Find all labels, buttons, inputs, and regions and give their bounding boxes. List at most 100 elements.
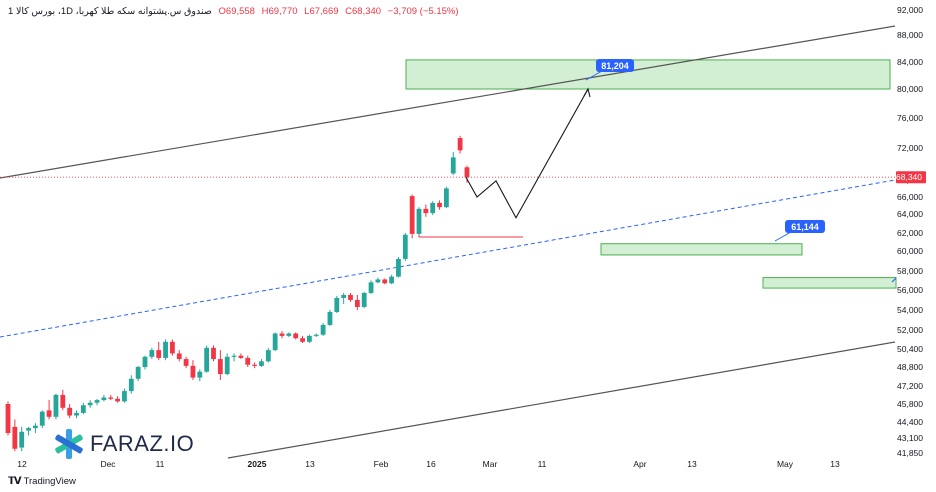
candle-body — [307, 335, 312, 342]
candle-body — [53, 394, 59, 417]
candle — [19, 426, 25, 452]
candle-body — [190, 365, 196, 378]
candle-body — [197, 371, 203, 378]
price-zones — [405, 59, 897, 289]
target-callout-label: 81,204 — [601, 61, 629, 71]
candle-body — [149, 350, 155, 357]
candle — [320, 322, 326, 336]
candle-body — [122, 391, 127, 402]
candle-body — [457, 138, 463, 151]
candle-body — [142, 356, 148, 367]
candle — [430, 201, 436, 215]
candle — [437, 200, 442, 210]
candle-body — [211, 347, 216, 360]
candle — [252, 362, 257, 369]
brand-name[interactable]: TradingView — [23, 476, 76, 487]
candle — [163, 339, 168, 361]
price-tick-label: 54,000 — [897, 305, 923, 315]
candle-body — [389, 276, 394, 284]
candle — [348, 292, 353, 302]
candle — [204, 345, 210, 373]
candle — [224, 353, 230, 376]
candle — [128, 375, 134, 394]
candle — [217, 350, 223, 380]
candle-body — [33, 425, 38, 429]
candle — [53, 393, 59, 420]
candle — [87, 400, 93, 408]
candle — [46, 400, 52, 420]
candle — [423, 204, 429, 217]
faraz-watermark: FARAZ.IO — [52, 427, 194, 461]
support-callout: 61,144 — [774, 220, 825, 242]
symbol-title[interactable]: صندوق س.پشتوانه سکه طلا کهربا، 1D، بورس … — [15, 6, 212, 17]
candle — [197, 369, 203, 382]
candle-body — [437, 202, 442, 208]
price-tick-label: 41,850 — [897, 448, 923, 458]
price-tick-label: 45,800 — [897, 399, 923, 409]
price-tick-label: 44,400 — [897, 417, 923, 427]
price-tick-label: 64,000 — [897, 209, 923, 219]
candle-body — [313, 334, 319, 336]
candle-body — [80, 405, 86, 413]
support-callout-box — [785, 220, 825, 233]
candle-body — [135, 367, 141, 379]
price-tick-label: 43,100 — [897, 433, 923, 443]
candle — [122, 388, 127, 403]
candle — [307, 334, 312, 343]
candle — [156, 341, 162, 361]
candle — [286, 332, 292, 338]
time-tick-label: 2025 — [248, 459, 267, 469]
candle-body — [67, 407, 73, 416]
price-tick-label: 76,000 — [897, 113, 923, 123]
candle-body — [39, 411, 45, 426]
candle-body — [279, 333, 285, 336]
tradingview-logo-icon[interactable]: 𝗧𝗩 — [8, 476, 22, 487]
candle — [279, 331, 285, 339]
time-tick-label: 16 — [426, 459, 436, 469]
channel-upper-line — [0, 25, 896, 179]
candle — [67, 404, 73, 419]
price-tick-label: 62,000 — [897, 228, 923, 238]
candle-body — [286, 333, 292, 336]
candle-body — [87, 402, 93, 406]
candle — [245, 355, 251, 367]
candle — [409, 194, 415, 239]
candle-body — [382, 279, 388, 284]
candle-body — [396, 258, 401, 277]
candle — [183, 356, 189, 369]
candle — [176, 350, 182, 362]
price-tick-label: 80,000 — [897, 84, 923, 94]
candle — [101, 394, 107, 402]
candle-body — [156, 350, 162, 358]
candle — [368, 280, 374, 294]
candle — [33, 423, 38, 434]
candle-body — [402, 234, 408, 259]
candle — [115, 396, 120, 403]
time-axis[interactable]: 12 Dec 11 2025 13 Feb 16 Mar 11 Apr 13 May 13 — [17, 459, 840, 469]
candle — [74, 410, 79, 419]
projection-arrowhead — [583, 87, 591, 98]
candle-body — [46, 410, 52, 417]
candle-body — [94, 400, 100, 403]
time-tick-label: 13 — [687, 459, 697, 469]
candle — [450, 151, 456, 176]
candle — [26, 426, 31, 436]
candle-body — [128, 378, 134, 392]
candle — [313, 333, 319, 338]
candle-body — [108, 397, 114, 399]
candle-body — [354, 299, 360, 307]
candle — [389, 274, 394, 285]
chart-header: 1 صندوق س.پشتوانه سکه طلا کهربا، 1D، بور… — [8, 6, 459, 17]
candle — [265, 347, 271, 363]
candle-body — [265, 350, 271, 362]
footer: 𝗧𝗩 TradingView — [8, 476, 76, 487]
current-price-tag-label: 68,340 — [896, 172, 922, 182]
time-tick-label: 11 — [156, 459, 165, 469]
candle — [39, 410, 45, 429]
target-callout: 81,204 — [585, 59, 634, 81]
candle — [149, 347, 155, 360]
time-tick-label: 12 — [17, 459, 27, 469]
price-axis[interactable]: 92,00088,00084,00080,00076,00072,00068,0… — [896, 5, 926, 458]
projection-polyline — [465, 88, 589, 219]
